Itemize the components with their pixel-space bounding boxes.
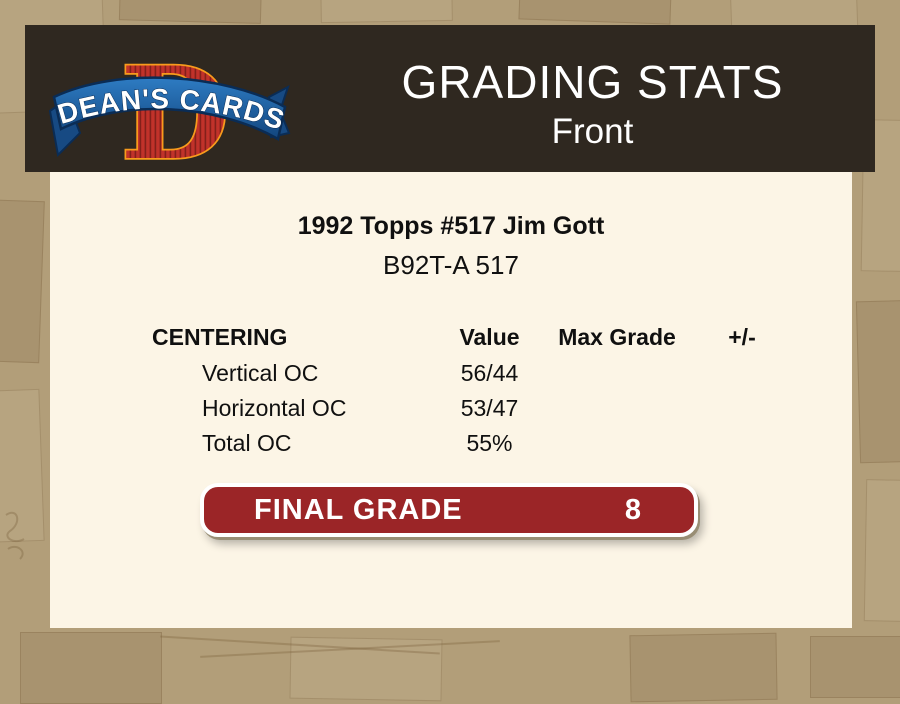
- row-label: Total OC: [202, 430, 292, 456]
- row-value: 55%: [466, 430, 513, 456]
- table-row: Horizontal OC 53/47: [152, 391, 812, 426]
- header-bar: D DEAN'S CARDS GRADING STATS Front: [25, 25, 875, 172]
- table-row: Total OC 55%: [152, 426, 812, 461]
- ghost-card: [118, 0, 264, 24]
- card-title: 1992 Topps #517 Jim Gott: [297, 212, 605, 240]
- row-value: 53/47: [460, 395, 519, 421]
- page-title: GRADING STATS: [401, 56, 784, 108]
- ghost-card: [319, 0, 453, 24]
- col-header-value: Value: [459, 324, 520, 350]
- ghost-card: [518, 0, 674, 25]
- ghost-line: [200, 640, 500, 658]
- final-grade-value: 8: [624, 493, 642, 526]
- header-titles: GRADING STATS Front: [310, 25, 875, 172]
- deans-cards-logo-graphic: D DEAN'S CARDS: [48, 38, 291, 169]
- table-row: Vertical OC 56/44: [152, 356, 812, 391]
- ghost-card: [0, 198, 45, 364]
- final-grade-label: FINAL GRADE: [254, 493, 463, 526]
- table-header-row: CENTERING Value Max Grade +/-: [152, 319, 812, 356]
- col-header-max-grade: Max Grade: [558, 324, 676, 350]
- ghost-card: [810, 636, 900, 698]
- ghost-card: [0, 388, 45, 544]
- ghost-card: [855, 298, 900, 464]
- ghost-line: [160, 635, 440, 655]
- deans-cards-logo: D DEAN'S CARDS: [25, 25, 310, 172]
- page-subtitle: Front: [551, 112, 634, 151]
- row-label: Vertical OC: [202, 360, 319, 386]
- row-value: 56/44: [460, 360, 519, 386]
- card-code: B92T-A 517: [383, 250, 519, 280]
- ghost-card: [289, 636, 443, 702]
- ghost-card: [863, 479, 900, 623]
- stats-panel: 1992 Topps #517 Jim Gott B92T-A 517 CENT…: [50, 172, 852, 628]
- row-label: Horizontal OC: [202, 395, 347, 421]
- centering-table: CENTERING Value Max Grade +/- Vertical O…: [152, 319, 812, 461]
- ghost-signature: [5, 512, 25, 560]
- col-header-plus-minus: +/-: [728, 324, 756, 350]
- ghost-card: [20, 632, 162, 704]
- col-header-centering: CENTERING: [152, 324, 288, 350]
- ghost-card: [629, 632, 778, 703]
- final-grade-bar[interactable]: FINAL GRADE 8: [200, 483, 698, 537]
